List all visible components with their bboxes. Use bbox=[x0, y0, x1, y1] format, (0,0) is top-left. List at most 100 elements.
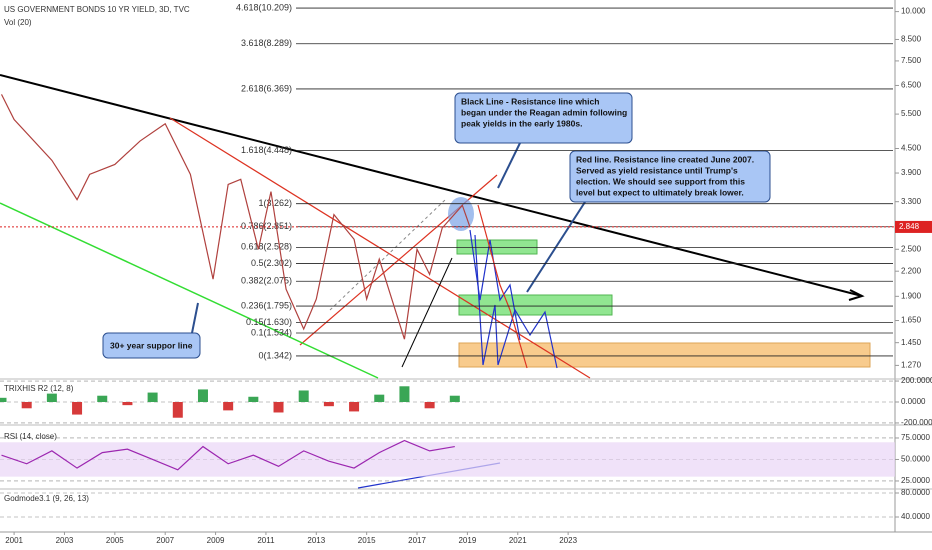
bar bbox=[399, 386, 410, 402]
dashed-line bbox=[329, 199, 446, 311]
chart-subtitle: Vol (20) bbox=[4, 18, 32, 27]
callout-pointer bbox=[191, 302, 199, 334]
annotation-text: Black Line - Resistance line which bbox=[461, 96, 599, 106]
green-box bbox=[458, 294, 613, 316]
y-tick-label: 1.450 bbox=[901, 338, 922, 347]
fib-label: 0(1.342) bbox=[258, 350, 292, 360]
arrow-head bbox=[848, 289, 865, 301]
y-tick-label: 4.500 bbox=[901, 144, 922, 153]
x-tick-label: 2007 bbox=[156, 536, 174, 545]
bar bbox=[424, 402, 435, 409]
fib-label: 1.618(4.448) bbox=[241, 145, 292, 155]
y-tick-label: 5.500 bbox=[901, 109, 922, 118]
series-line bbox=[1, 439, 455, 471]
x-tick-label: 2019 bbox=[458, 536, 476, 545]
last-value-label: 2.848 bbox=[899, 222, 920, 231]
bar bbox=[21, 402, 32, 409]
y-tick-label: 8.500 bbox=[901, 35, 922, 44]
pane-title: RSI (14, close) bbox=[4, 432, 57, 441]
x-tick-label: 2003 bbox=[56, 536, 74, 545]
fib-label: 0.1(1.534) bbox=[251, 327, 292, 337]
fib-label: 4.618(10.209) bbox=[236, 2, 292, 12]
annotation-text: Served as yield resistance until Trump's bbox=[576, 165, 738, 175]
fib-label: 2.618(6.369) bbox=[241, 83, 292, 93]
annotation-text: began under the Reagan admin following bbox=[461, 107, 627, 117]
fib-label: 0.382(2.075) bbox=[241, 276, 292, 286]
bar bbox=[248, 396, 259, 402]
fib-label: 3.618(8.289) bbox=[241, 38, 292, 48]
y-tick-label: 6.500 bbox=[901, 81, 922, 90]
y-tick-label: 0.0000 bbox=[901, 397, 926, 406]
fib-label: 0.236(1.795) bbox=[241, 300, 292, 310]
y-tick-label: 1.270 bbox=[901, 361, 922, 370]
bar bbox=[374, 394, 385, 402]
y-tick-label: 1.650 bbox=[901, 316, 922, 325]
bar bbox=[172, 402, 183, 418]
bar bbox=[197, 389, 208, 402]
y-tick-label: 80.0000 bbox=[901, 488, 930, 497]
y-tick-label: 1.900 bbox=[901, 291, 922, 300]
annotation-text: level but expect to ultimately break low… bbox=[576, 187, 744, 197]
bar bbox=[147, 392, 158, 402]
x-tick-label: 2017 bbox=[408, 536, 426, 545]
orange-box bbox=[458, 342, 871, 368]
x-tick-label: 2015 bbox=[358, 536, 376, 545]
annotation-text: Red line. Resistance line created June 2… bbox=[576, 154, 754, 164]
trend-line bbox=[401, 257, 453, 368]
y-tick-label: -200.0000 bbox=[901, 418, 932, 427]
fib-label: 0.786(2.851) bbox=[241, 221, 292, 231]
bar bbox=[323, 402, 334, 407]
y-tick-label: 7.500 bbox=[901, 56, 922, 65]
callout-box bbox=[454, 92, 633, 144]
bar bbox=[449, 395, 460, 402]
pane-title: TRIXHIS R2 (12, 8) bbox=[4, 384, 74, 393]
annotation-text: election. We should see support from thi… bbox=[576, 176, 745, 186]
y-tick-label: 25.0000 bbox=[901, 476, 930, 485]
bar bbox=[298, 390, 309, 402]
x-tick-label: 2023 bbox=[559, 536, 577, 545]
y-tick-label: 40.0000 bbox=[901, 512, 930, 521]
fib-label: 0.618(2.528) bbox=[241, 242, 292, 252]
drawings bbox=[0, 74, 871, 489]
red-line bbox=[169, 117, 591, 379]
fib-label: 0.5(2.302) bbox=[251, 258, 292, 268]
bar bbox=[0, 397, 7, 402]
x-tick-label: 2013 bbox=[307, 536, 325, 545]
highlight bbox=[448, 197, 474, 231]
bar bbox=[223, 402, 234, 411]
projection-arrow bbox=[474, 234, 558, 369]
fib-label: 0.15(1.630) bbox=[246, 317, 292, 327]
callout-box bbox=[569, 150, 771, 203]
y-tick-label: 200.0000 bbox=[901, 376, 932, 385]
y-tick-label: 10.000 bbox=[901, 7, 926, 16]
annotation-text: 30+ year suppor line bbox=[110, 340, 193, 350]
resistance-line bbox=[0, 74, 863, 297]
annotation-text: peak yields in the early 1980s. bbox=[461, 118, 582, 128]
series-line bbox=[0, 94, 471, 340]
y-tick-label: 2.500 bbox=[901, 244, 922, 253]
callout-box bbox=[102, 332, 201, 359]
y-tick-label: 50.0000 bbox=[901, 455, 930, 464]
bar bbox=[46, 393, 57, 402]
support-line bbox=[0, 202, 379, 379]
pane-title: Godmode3.1 (9, 26, 13) bbox=[4, 494, 89, 503]
projection-arrow bbox=[477, 204, 528, 369]
y-tick-label: 2.200 bbox=[901, 266, 922, 275]
bar bbox=[122, 402, 133, 406]
y-tick-label: 75.0000 bbox=[901, 433, 930, 442]
bar bbox=[72, 402, 83, 415]
fib-label: 1(3.262) bbox=[258, 198, 292, 208]
x-tick-label: 2009 bbox=[207, 536, 225, 545]
x-tick-label: 2021 bbox=[509, 536, 527, 545]
bar bbox=[97, 395, 108, 402]
bar bbox=[349, 402, 360, 412]
y-tick-label: 3.300 bbox=[901, 197, 922, 206]
x-tick-label: 2011 bbox=[257, 536, 275, 545]
last-value-tag bbox=[895, 220, 932, 233]
x-tick-label: 2005 bbox=[106, 536, 124, 545]
chart-title: US GOVERNMENT BONDS 10 YR YIELD, 3D, TVC bbox=[4, 5, 190, 14]
x-tick-label: 2001 bbox=[5, 536, 23, 545]
bar bbox=[273, 402, 284, 413]
